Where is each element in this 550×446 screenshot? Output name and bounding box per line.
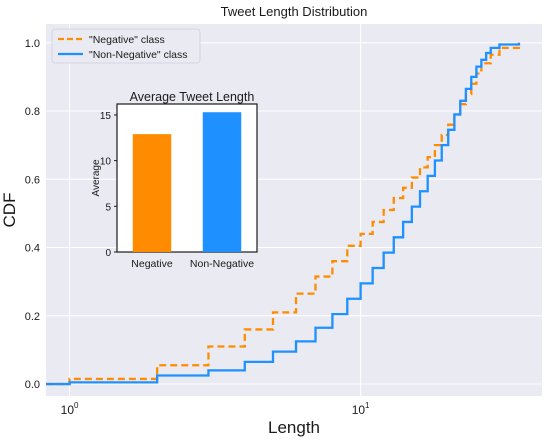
inset-y-tick-label: 10 bbox=[100, 157, 112, 168]
main-y-axis-label: CDF bbox=[0, 193, 19, 228]
main-y-tick-labels: 0.0 0.2 0.4 0.6 0.8 1.0 bbox=[25, 38, 40, 391]
main-series-lines bbox=[46, 42, 521, 386]
x-tick-label: 100 bbox=[61, 401, 79, 417]
series-negative-line bbox=[46, 42, 521, 386]
y-tick-label: 0.6 bbox=[25, 174, 40, 186]
inset-y-tick-label: 15 bbox=[100, 111, 112, 122]
inset-x-tick-label: Negative bbox=[131, 258, 173, 270]
inset-bar-non-negative bbox=[202, 112, 242, 252]
main-x-axis-label: Length bbox=[268, 418, 320, 437]
legend-non-negative-label: "Non-Negative" class bbox=[89, 49, 188, 61]
inset-bars bbox=[132, 112, 242, 252]
inset-chart-title: Average Tweet Length bbox=[130, 90, 255, 104]
main-x-tick-labels: 100 101 bbox=[61, 401, 370, 417]
inset-y-axis-label: Average bbox=[91, 159, 102, 197]
y-tick-label: 1.0 bbox=[25, 38, 40, 50]
legend-negative-label: "Negative" class bbox=[89, 34, 165, 46]
main-chart-title: Tweet Length Distribution bbox=[221, 4, 368, 19]
inset-chart: 0 5 10 15 Negative Non-Negative Average Twee… bbox=[91, 90, 258, 270]
inset-x-tick-label: Non-Negative bbox=[190, 258, 254, 270]
legend-frame bbox=[51, 28, 201, 64]
legend: "Negative" class "Non-Negative" class bbox=[51, 28, 201, 64]
x-tick-label: 101 bbox=[352, 401, 370, 417]
inset-y-tick-label: 0 bbox=[105, 248, 111, 259]
y-tick-label: 0.2 bbox=[25, 311, 40, 323]
y-tick-label: 0.4 bbox=[25, 243, 40, 255]
inset-x-tick-labels: Negative Non-Negative bbox=[131, 258, 254, 270]
series-non-negative-line bbox=[46, 42, 521, 386]
y-tick-label: 0.8 bbox=[25, 106, 40, 118]
inset-y-tick-labels: 0 5 10 15 bbox=[100, 111, 117, 259]
inset-y-tick-label: 5 bbox=[105, 202, 111, 213]
y-tick-label: 0.0 bbox=[25, 379, 40, 391]
inset-bar-negative bbox=[132, 134, 172, 252]
